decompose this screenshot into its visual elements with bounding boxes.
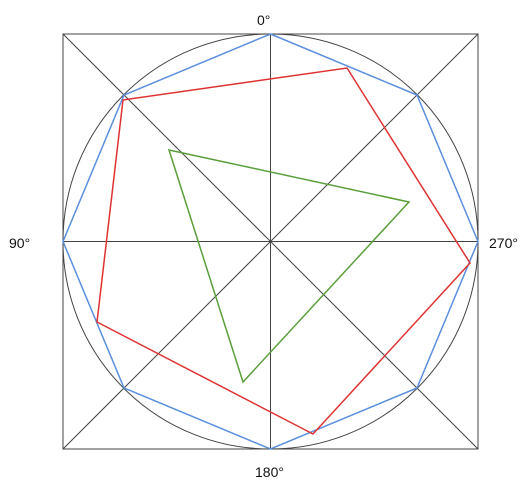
blue-octagon xyxy=(62,33,479,450)
red-pentagon xyxy=(96,67,471,435)
angle-label-180: 180° xyxy=(255,464,284,480)
angle-label-0: 0° xyxy=(257,12,271,28)
angle-label-90: 90° xyxy=(9,235,31,251)
green-triangle xyxy=(167,148,411,384)
angle-label-270: 270° xyxy=(489,235,518,251)
